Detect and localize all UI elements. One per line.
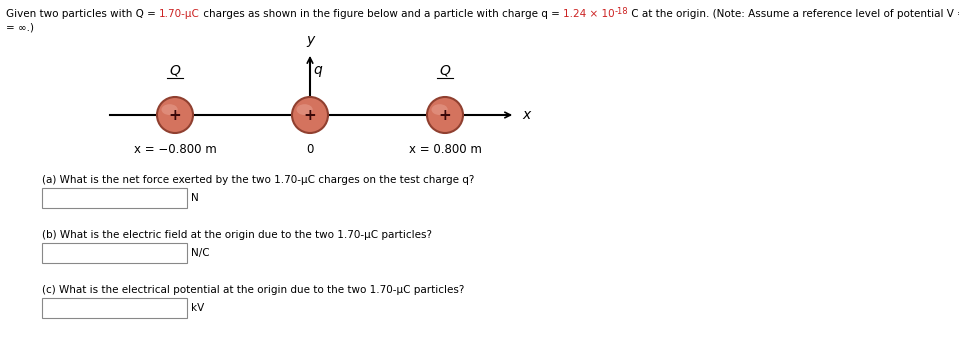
- Text: x: x: [522, 108, 530, 122]
- Text: C at the origin. (Note: Assume a reference level of potential V = 0 at r: C at the origin. (Note: Assume a referen…: [628, 9, 959, 19]
- FancyBboxPatch shape: [42, 188, 187, 208]
- Text: y: y: [306, 33, 315, 47]
- FancyBboxPatch shape: [42, 298, 187, 318]
- Text: Q: Q: [170, 63, 180, 77]
- Circle shape: [427, 97, 463, 133]
- Text: +: +: [169, 108, 181, 123]
- Text: -18: -18: [615, 7, 628, 16]
- Text: (a) What is the net force exerted by the two 1.70-μC charges on the test charge : (a) What is the net force exerted by the…: [42, 175, 475, 185]
- Ellipse shape: [296, 104, 313, 115]
- Circle shape: [292, 97, 328, 133]
- Text: N: N: [191, 193, 199, 203]
- Text: x = 0.800 m: x = 0.800 m: [409, 143, 481, 156]
- Text: 1.70-μC: 1.70-μC: [159, 9, 200, 19]
- Text: (b) What is the electric field at the origin due to the two 1.70-μC particles?: (b) What is the electric field at the or…: [42, 230, 432, 240]
- FancyBboxPatch shape: [42, 243, 187, 263]
- Text: q: q: [314, 63, 322, 77]
- Text: charges as shown in the figure below and a particle with charge q =: charges as shown in the figure below and…: [200, 9, 563, 19]
- Text: kV: kV: [191, 303, 204, 313]
- Circle shape: [157, 97, 193, 133]
- Text: Q: Q: [439, 63, 451, 77]
- Text: N/C: N/C: [191, 248, 210, 258]
- Ellipse shape: [432, 104, 448, 115]
- Text: +: +: [304, 108, 316, 123]
- Text: 0: 0: [306, 143, 314, 156]
- Text: 1.24 × 10: 1.24 × 10: [563, 9, 615, 19]
- Ellipse shape: [161, 104, 177, 115]
- Text: +: +: [438, 108, 452, 123]
- Text: (c) What is the electrical potential at the origin due to the two 1.70-μC partic: (c) What is the electrical potential at …: [42, 285, 464, 295]
- Text: x = −0.800 m: x = −0.800 m: [133, 143, 217, 156]
- Text: Given two particles with Q =: Given two particles with Q =: [6, 9, 159, 19]
- Text: = ∞.): = ∞.): [6, 22, 34, 32]
